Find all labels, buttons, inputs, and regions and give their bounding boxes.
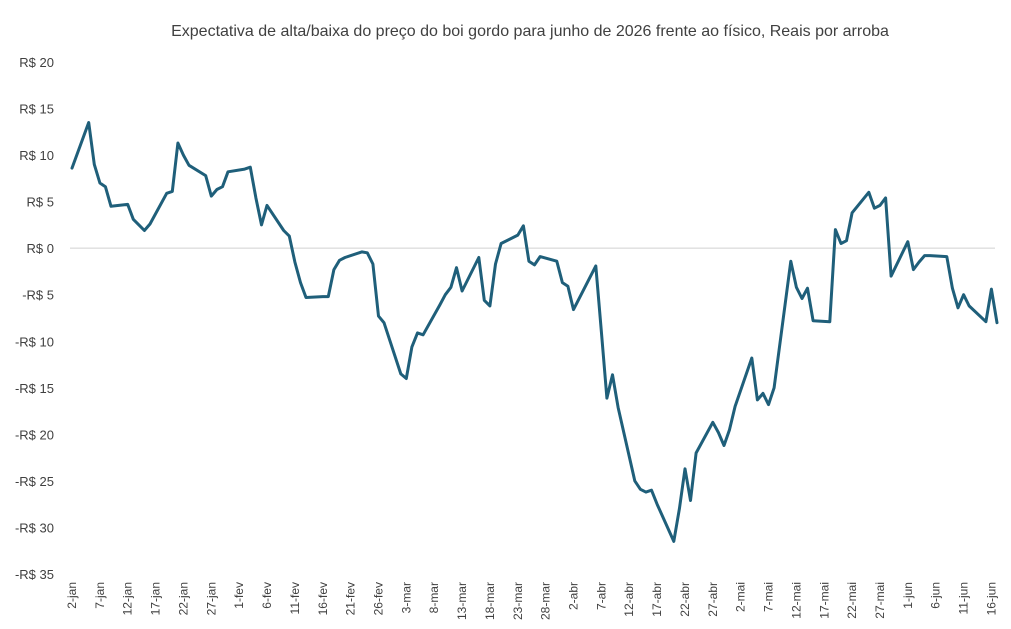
x-tick-label: 6-jun [929,582,943,609]
x-tick-label: 7-mai [762,582,776,612]
x-tick-label: 22-abr [678,582,692,617]
chart-title: Expectativa de alta/baixa do preço do bo… [171,23,889,40]
x-tick-label: 16-jun [984,582,998,615]
x-tick-label: 28-mar [539,582,553,620]
y-tick-label: R$ 0 [27,241,54,256]
x-tick-label: 11-jun [957,582,971,614]
x-tick-label: 12-abr [622,582,636,617]
x-tick-label: 2-abr [567,582,581,610]
x-tick-label: 22-mai [845,582,859,619]
x-tick-label: 26-fev [371,582,385,615]
series-line [70,121,999,543]
x-axis: 2-jan 7-jan 12-jan 17-jan 22-jan 27-jan 1-fev 6… [65,582,998,620]
x-tick-label: 12-mai [789,582,803,619]
y-tick-label: -R$ 35 [15,567,54,582]
x-tick-label: 21-fev [344,582,358,615]
x-tick-label: 8-mar [427,582,441,613]
y-tick-label: -R$ 10 [15,334,54,349]
x-tick-label: 1-jun [901,582,915,609]
x-tick-label: 12-jan [121,582,135,615]
y-tick-label: -R$ 20 [15,427,54,442]
x-tick-label: 27-abr [706,582,720,617]
y-tick-label: -R$ 30 [15,520,54,535]
x-tick-label: 16-fev [316,582,330,615]
y-tick-label: R$ 10 [19,148,54,163]
x-tick-label: 2-jan [65,582,79,609]
y-tick-label: R$ 5 [27,195,54,210]
x-tick-label: 17-jan [149,582,163,615]
x-tick-label: 17-mai [817,582,831,619]
x-tick-label: 27-jan [204,582,218,615]
x-tick-label: 3-mar [399,582,413,613]
x-tick-label: 27-mai [873,582,887,619]
y-tick-label: R$ 20 [19,55,54,70]
x-tick-label: 23-mar [511,582,525,620]
y-tick-label: -R$ 15 [15,381,54,396]
x-tick-label: 1-fev [232,582,246,609]
x-tick-label: 18-mar [483,582,497,620]
x-tick-label: 7-abr [594,582,608,610]
y-axis: R$ 20 R$ 15 R$ 10 R$ 5 R$ 0 -R$ 5 -R$ 10 -R$ 15… [15,55,54,582]
x-tick-label: 22-jan [176,582,190,615]
x-tick-label: 6-fev [260,582,274,609]
x-tick-label: 17-abr [650,582,664,617]
y-tick-label: R$ 15 [19,102,54,117]
x-tick-label: 7-jan [93,582,107,609]
x-tick-label: 13-mar [455,582,469,620]
x-tick-label: 11-fev [288,582,302,614]
y-tick-label: -R$ 25 [15,474,54,489]
y-tick-label: -R$ 5 [22,288,54,303]
x-tick-label: 2-mai [734,582,748,612]
